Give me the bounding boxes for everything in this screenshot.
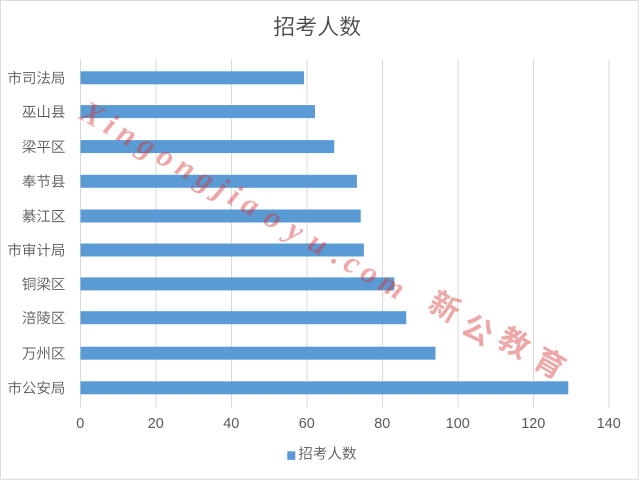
svg-text:20: 20 [148, 416, 164, 432]
svg-text:140: 140 [597, 416, 621, 432]
svg-text:100: 100 [446, 416, 470, 432]
svg-text:80: 80 [374, 416, 390, 432]
svg-text:0: 0 [76, 416, 84, 432]
svg-text:40: 40 [223, 416, 239, 432]
svg-text:120: 120 [521, 416, 545, 432]
svg-text:60: 60 [299, 416, 315, 432]
